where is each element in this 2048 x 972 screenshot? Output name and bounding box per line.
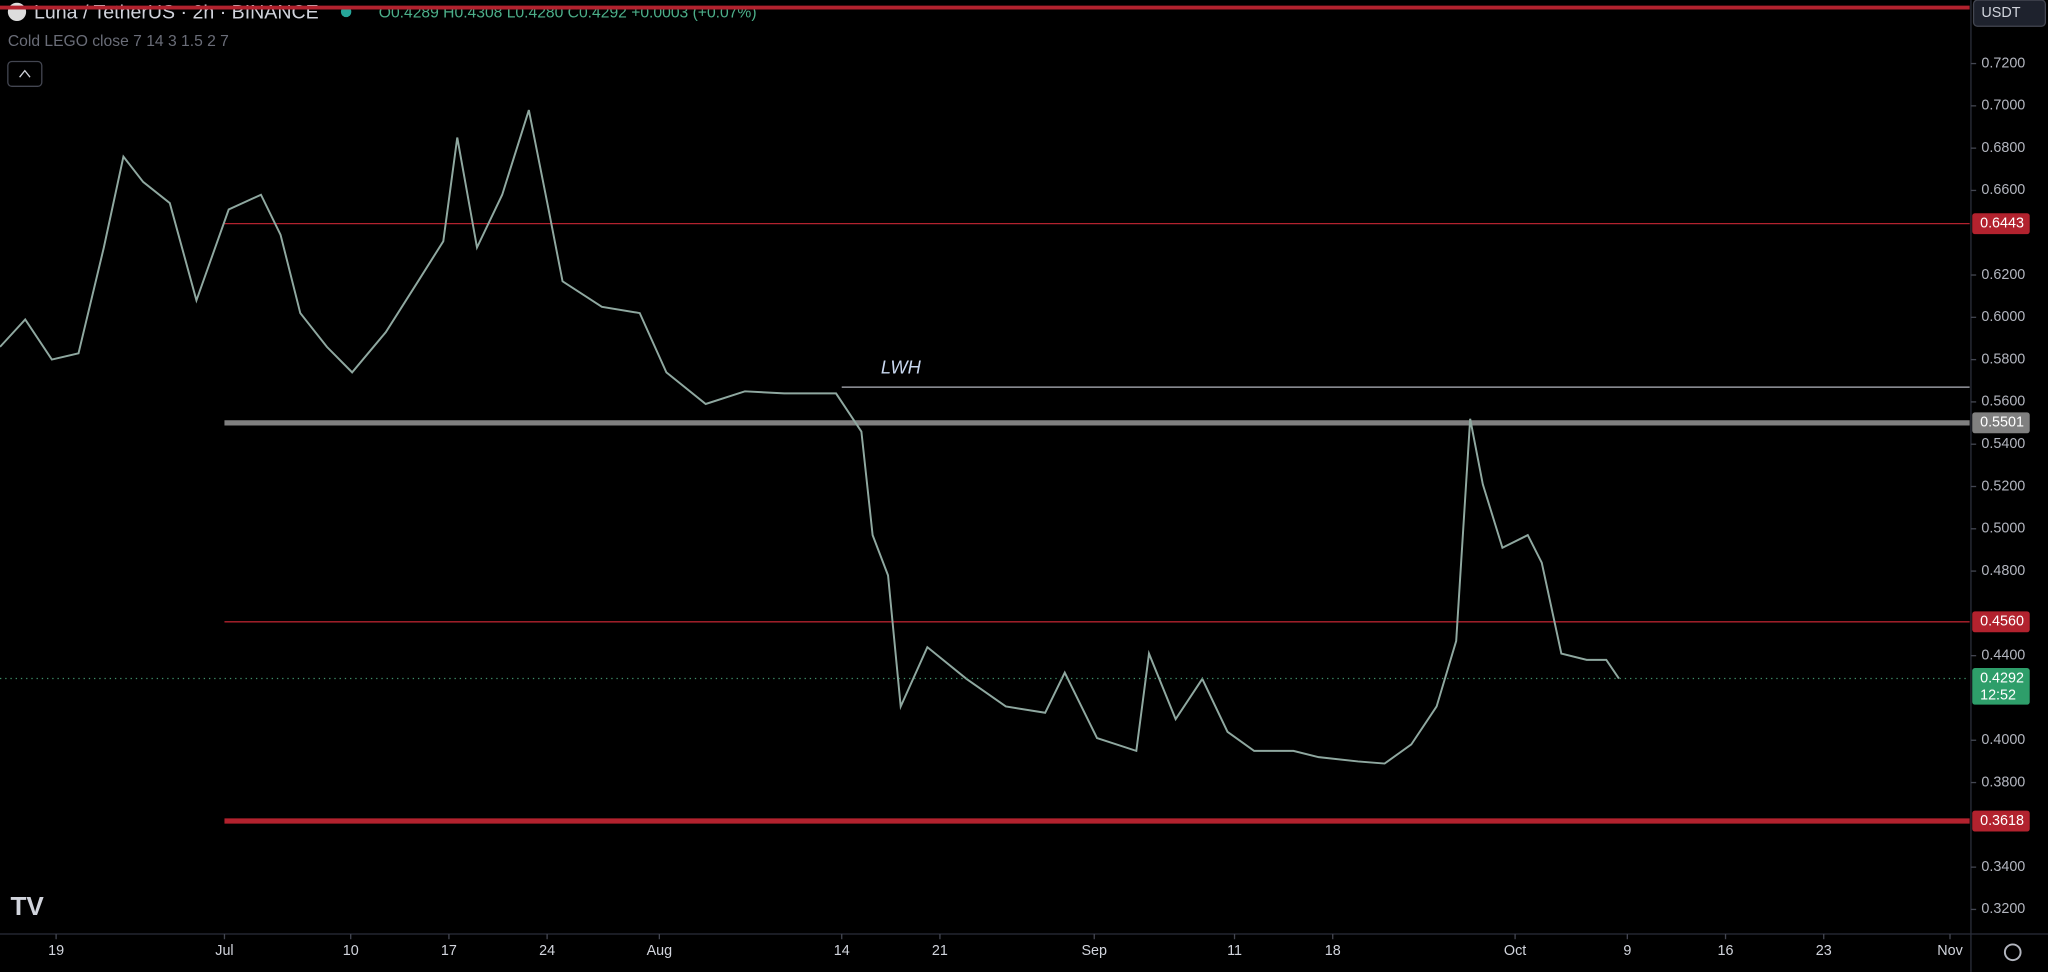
y-tick-label: 0.5000 [1981,521,2025,537]
annotation-label: LWH [881,357,922,378]
y-tick-label: 0.7000 [1981,98,2025,114]
x-tick-label: 14 [834,943,850,959]
level-tag-label: 0.6443 [1980,215,2024,231]
symbol-icon [7,2,27,22]
y-tick-label: 0.5400 [1981,436,2025,452]
level-tag [1972,810,2030,832]
y-tick-label: 0.4400 [1981,647,2025,663]
level-tag [1972,412,2030,434]
x-tick-label: 16 [1718,943,1734,959]
x-tick-label: 18 [1325,943,1341,959]
countdown: 12:52 [1980,687,2016,703]
y-tick-label: 0.6800 [1981,140,2025,156]
last-price-label: 0.4292 [1980,670,2024,686]
y-tick-label: 0.3400 [1981,859,2025,875]
logo[interactable]: TV [10,891,44,921]
settings-icon[interactable] [2003,943,2022,962]
x-tick-label: Nov [1937,943,1963,959]
y-tick-label: 0.3200 [1981,901,2025,917]
x-tick-label: 23 [1816,943,1832,959]
level-tag-label: 0.3618 [1980,813,2024,829]
x-tick-label: Sep [1081,943,1107,959]
collapse-button[interactable] [7,60,43,87]
level-tag [1972,213,2030,235]
x-tick-label: 10 [343,943,359,959]
y-tick-label: 0.6000 [1981,309,2025,325]
y-tick-label: 0.6600 [1981,182,2025,198]
collapse-icon [19,69,31,78]
x-tick-label: Jul [215,943,233,959]
y-tick-label: 0.5600 [1981,394,2025,410]
symbol-title[interactable]: Luna / TetherUS · 2h · BINANCE [34,1,319,23]
x-tick-label: 17 [441,943,457,959]
x-tick-label: 19 [48,943,64,959]
y-tick-label: 0.3800 [1981,774,2025,790]
level-tag [1972,611,2030,633]
y-tick-label: 0.5800 [1981,351,2025,367]
price-line [0,109,1620,765]
y-tick-label: 0.6200 [1981,267,2025,283]
y-tick-label: 0.4000 [1981,732,2025,748]
x-tick-label: 21 [932,943,948,959]
x-tick-label: Oct [1504,943,1526,959]
currency-button[interactable] [1972,0,2047,27]
x-tick-label: 24 [539,943,555,959]
level-tag-label: 0.5501 [1980,415,2024,431]
level-tag-label: 0.4560 [1980,614,2024,630]
currency: USDT [1981,5,2020,21]
y-tick-label: 0.7200 [1981,55,2025,71]
x-tick-label: Aug [647,943,673,959]
y-tick-label: 0.5200 [1981,478,2025,494]
x-tick-label: 9 [1623,943,1631,959]
y-tick-label: 0.4800 [1981,563,2025,579]
x-tick-label: 11 [1227,943,1242,959]
last-price-tag [1972,668,2030,705]
indicator[interactable]: Cold LEGO close 7 14 3 1.5 2 7 [8,33,229,50]
